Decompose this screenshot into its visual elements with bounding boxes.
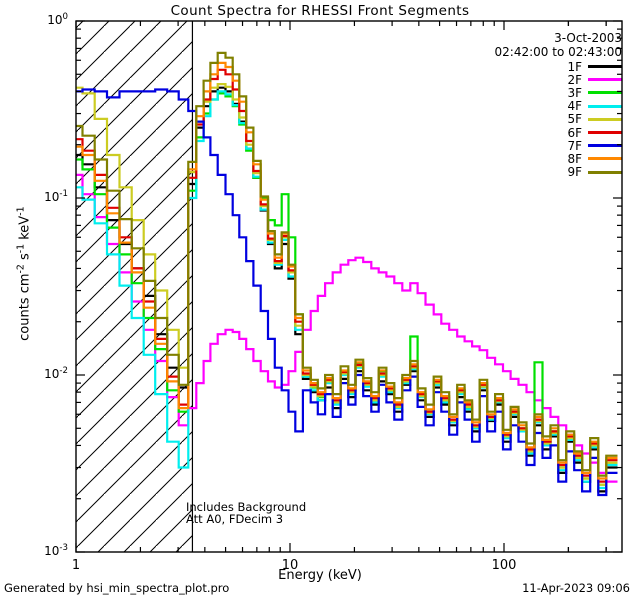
legend-label: 9F [567, 165, 582, 180]
y-tick-label: 10-3 [44, 543, 68, 558]
y-tick-label: 100 [47, 12, 68, 27]
legend-label: 1F [567, 59, 582, 74]
legend-item-4f: 4F [512, 99, 622, 114]
legend-color-swatch [588, 65, 622, 69]
axis-ticks [75, 20, 622, 553]
legend-color-swatch [588, 117, 622, 121]
legend-color-swatch [588, 144, 622, 148]
legend-item-5f: 5F [512, 112, 622, 127]
legend-item-1f: 1F [512, 59, 622, 74]
annotation-attenuator: Att A0, FDecim 3 [186, 512, 284, 526]
legend-label: 8F [567, 151, 582, 166]
series-group [76, 51, 618, 497]
legend-label: 5F [567, 112, 582, 127]
spectrum-line-7f [76, 88, 618, 497]
render-timestamp: 11-Apr-2023 09:06 [522, 581, 630, 595]
legend-item-7f: 7F [512, 138, 622, 153]
legend-color-swatch [588, 157, 622, 161]
legend-label: 2F [567, 72, 582, 87]
legend-label: 4F [567, 99, 582, 114]
legend-label: 6F [567, 125, 582, 140]
legend-color-swatch [588, 78, 622, 82]
legend-item-6f: 6F [512, 125, 622, 140]
y-tick-label: 10-1 [44, 189, 68, 204]
x-tick-label: 1 [71, 558, 81, 573]
legend-item-9f: 9F [512, 165, 622, 180]
y-tick-label: 10-2 [44, 366, 68, 381]
annotation-includes-background: Includes Background [186, 500, 307, 514]
x-tick-label: 100 [491, 558, 517, 573]
legend-color-swatch [588, 131, 622, 135]
hatched-low-energy-region [76, 21, 193, 552]
spectrum-line-2f [76, 173, 618, 483]
observation-time-range: 02:42:00 to 02:43:00 [494, 45, 622, 59]
legend-color-swatch [588, 170, 622, 174]
legend-item-8f: 8F [512, 151, 622, 166]
observation-date: 3-Oct-2003 [554, 31, 622, 45]
spectrum-line-9f [76, 51, 618, 477]
legend-item-3f: 3F [512, 85, 622, 100]
legend: 1F 2F 3F 4F 5F 6F 7F 8F 9F [512, 60, 622, 179]
legend-color-swatch [588, 91, 622, 95]
page-title: Count Spectra for RHESSI Front Segments [170, 3, 470, 19]
plot-frame [75, 20, 623, 553]
generated-by-label: Generated by hsi_min_spectra_plot.pro [4, 581, 230, 595]
x-tick-label: 10 [281, 558, 299, 573]
legend-color-swatch [588, 104, 622, 108]
x-axis-label: Energy (keV) [278, 568, 362, 583]
legend-item-2f: 2F [512, 72, 622, 87]
legend-label: 3F [567, 85, 582, 100]
legend-label: 7F [567, 138, 582, 153]
